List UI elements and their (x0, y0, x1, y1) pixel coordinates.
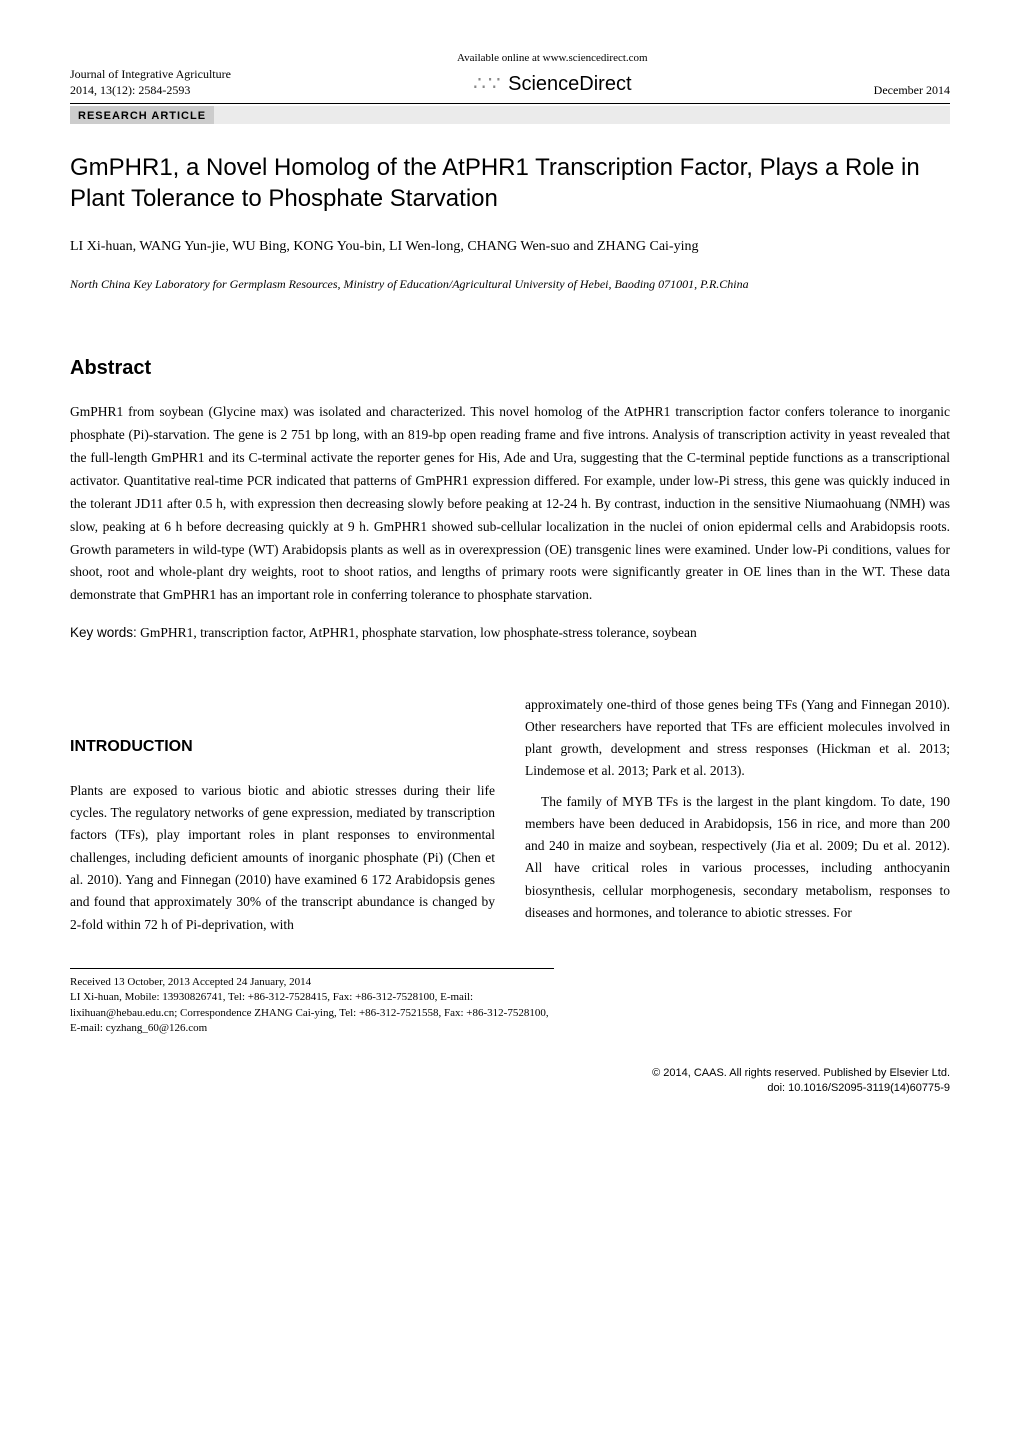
introduction-heading: INTRODUCTION (70, 734, 495, 760)
intro-paragraph-right-2: The family of MYB TFs is the largest in … (525, 791, 950, 925)
affiliation: North China Key Laboratory for Germplasm… (70, 275, 950, 293)
author-contact-info: LI Xi-huan, Mobile: 13930826741, Tel: +8… (70, 990, 554, 1036)
journal-info: Journal of Integrative Agriculture 2014,… (70, 67, 231, 98)
sciencedirect-text: ScienceDirect (508, 73, 631, 95)
publication-date: December 2014 (874, 81, 950, 99)
footnotes: Received 13 October, 2013 Accepted 24 Ja… (70, 968, 554, 1037)
intro-paragraph-left: Plants are exposed to various biotic and… (70, 780, 495, 936)
research-article-fill (214, 106, 950, 124)
sd-dots-icon: ∴∵ (473, 73, 502, 95)
received-accepted-dates: Received 13 October, 2013 Accepted 24 Ja… (70, 975, 554, 990)
research-article-label: RESEARCH ARTICLE (70, 106, 214, 124)
page-header: Journal of Integrative Agriculture 2014,… (70, 50, 950, 124)
authors: LI Xi-huan, WANG Yun-jie, WU Bing, KONG … (70, 236, 950, 257)
intro-paragraph-right-1: approximately one-third of those genes b… (525, 694, 950, 783)
sciencedirect-logo: ∴∵ ScienceDirect (457, 69, 648, 99)
keywords-line: Key words: GmPHR1, transcription factor,… (70, 623, 950, 643)
left-column: INTRODUCTION Plants are exposed to vario… (70, 694, 495, 944)
abstract-heading: Abstract (70, 353, 950, 383)
keywords-label: Key words: (70, 625, 137, 640)
journal-name: Journal of Integrative Agriculture (70, 67, 231, 83)
research-article-bar: RESEARCH ARTICLE (70, 106, 950, 124)
abstract-text: GmPHR1 from soybean (Glycine max) was is… (70, 401, 950, 607)
journal-issue: 2014, 13(12): 2584-2593 (70, 83, 231, 99)
sciencedirect-block: Available online at www.sciencedirect.co… (457, 50, 648, 99)
copyright-text: © 2014, CAAS. All rights reserved. Publi… (70, 1066, 950, 1080)
doi-text: doi: 10.1016/S2095-3119(14)60775-9 (70, 1081, 950, 1095)
available-online-text: Available online at www.sciencedirect.co… (457, 50, 648, 67)
page-footer: © 2014, CAAS. All rights reserved. Publi… (70, 1066, 950, 1095)
two-column-body: INTRODUCTION Plants are exposed to vario… (70, 694, 950, 944)
article-title: GmPHR1, a Novel Homolog of the AtPHR1 Tr… (70, 152, 950, 214)
right-column: approximately one-third of those genes b… (525, 694, 950, 944)
keywords-text: GmPHR1, transcription factor, AtPHR1, ph… (137, 625, 697, 640)
header-top-row: Journal of Integrative Agriculture 2014,… (70, 50, 950, 104)
